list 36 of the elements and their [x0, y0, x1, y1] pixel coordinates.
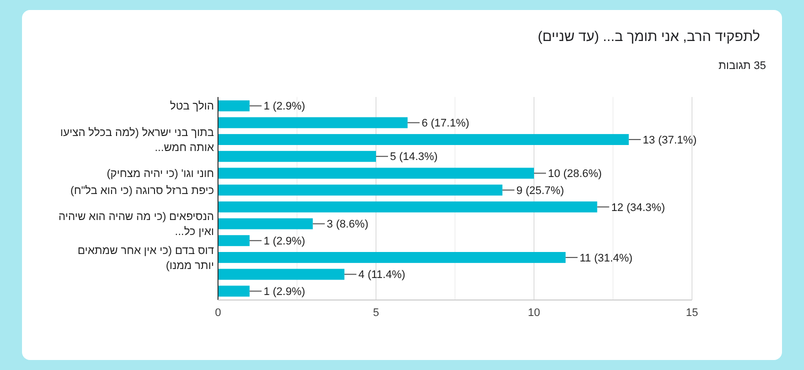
bar [218, 252, 566, 263]
y-tick-label: בתוך בני ישראל (למה בכלל הציעו אותה חמש... [60, 126, 214, 154]
y-tick-label: דוס בדם (כי אין אחר שמתאים יותר ממנו) [78, 244, 214, 272]
x-tick-label: 15 [686, 307, 698, 319]
data-label: 12 (34.3%) [611, 202, 666, 214]
data-label: 1 (2.9%) [264, 235, 306, 248]
bar [218, 150, 376, 162]
bar [218, 218, 313, 230]
data-label: 13 (37.1%) [642, 134, 697, 146]
data-label: 6 (17.1%) [422, 118, 470, 130]
bar [218, 168, 534, 179]
x-tick-label: 10 [528, 307, 540, 319]
y-tick-label: חוני וגו' (כי יהיה מצחיק) [106, 168, 214, 180]
bar [218, 286, 250, 297]
bar [218, 268, 344, 280]
data-label: 1 (2.9%) [264, 100, 306, 113]
bar [218, 201, 598, 212]
data-label: 11 (31.4%) [580, 252, 633, 264]
bar [218, 134, 629, 146]
data-label: 4 (11.4%) [358, 269, 406, 282]
bar [218, 235, 250, 246]
x-tick-label: 5 [372, 307, 380, 319]
data-label: 3 (8.6%) [326, 218, 368, 231]
y-tick-label: הנסיפאים (כי מה שהיה הוא שיהיה ואין כל... [58, 211, 214, 238]
bar [218, 184, 502, 196]
bar [218, 100, 250, 112]
x-tick-label: 0 [214, 307, 222, 319]
y-tick-label: הולך בטל [170, 100, 214, 113]
data-label: 9 (25.7%) [516, 184, 564, 197]
bar [218, 117, 408, 128]
data-label: 10 (28.6%) [548, 168, 602, 180]
text: 35 תגובות [718, 60, 766, 72]
data-label: 1 (2.9%) [264, 286, 306, 298]
chart-title: לתפקיד הרב, אני תומך ב... (עד שניים) [538, 28, 760, 44]
y-tick-label: כיפת ברזל סרוגה (כי הוא בל"ח) [70, 184, 214, 197]
data-label: 5 (14.3%) [390, 151, 438, 164]
